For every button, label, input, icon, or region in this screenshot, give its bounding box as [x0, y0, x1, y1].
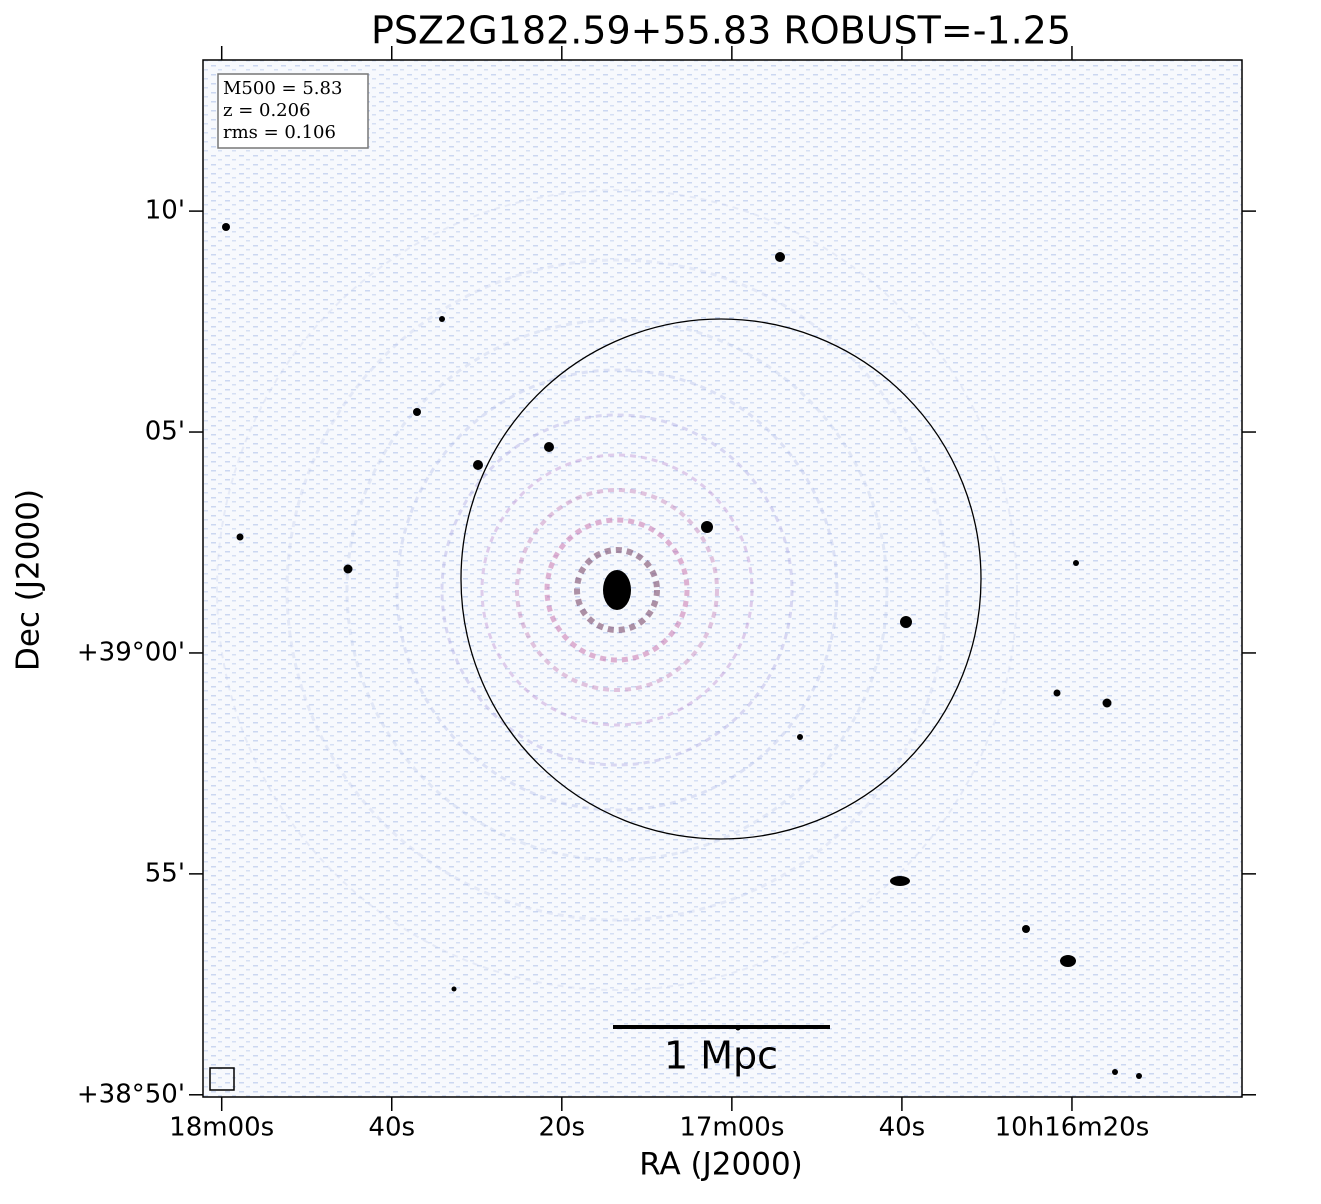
annotation-box	[217, 73, 369, 149]
y-axis-label: Dec (J2000)	[11, 489, 47, 671]
scalebar-label: 1 Mpc	[664, 1034, 778, 1078]
x-tick-label: 10h16m20s	[995, 1113, 1150, 1143]
radio-sources	[222, 223, 1142, 1079]
y-tick-label: 10'	[145, 196, 185, 226]
r500-circle	[460, 318, 982, 840]
sidelobe-rings	[216, 189, 1018, 991]
y-tick-label: 05'	[145, 417, 185, 447]
x-tick-label: 20s	[538, 1113, 585, 1143]
chart-title: PSZ2G182.59+55.83 ROBUST=-1.25	[371, 9, 1071, 53]
x-tick-label: 18m00s	[169, 1113, 274, 1143]
beam-box	[209, 1067, 235, 1091]
annotation-line: M500 = 5.83	[223, 78, 342, 99]
annotation-line: rms = 0.106	[223, 122, 336, 143]
annotation-line: z = 0.206	[223, 100, 311, 121]
x-tick-label: 17m00s	[679, 1113, 784, 1143]
image-noise	[203, 60, 1242, 1097]
y-tick-label: 55'	[145, 858, 185, 888]
x-axis-label: RA (J2000)	[639, 1147, 803, 1183]
y-tick-label: +38°50'	[77, 1079, 185, 1109]
x-tick-label: 40s	[368, 1113, 415, 1143]
x-tick-label: 40s	[879, 1113, 926, 1143]
plot-frame	[202, 59, 1243, 1098]
y-tick-label: +39°00'	[77, 637, 185, 667]
